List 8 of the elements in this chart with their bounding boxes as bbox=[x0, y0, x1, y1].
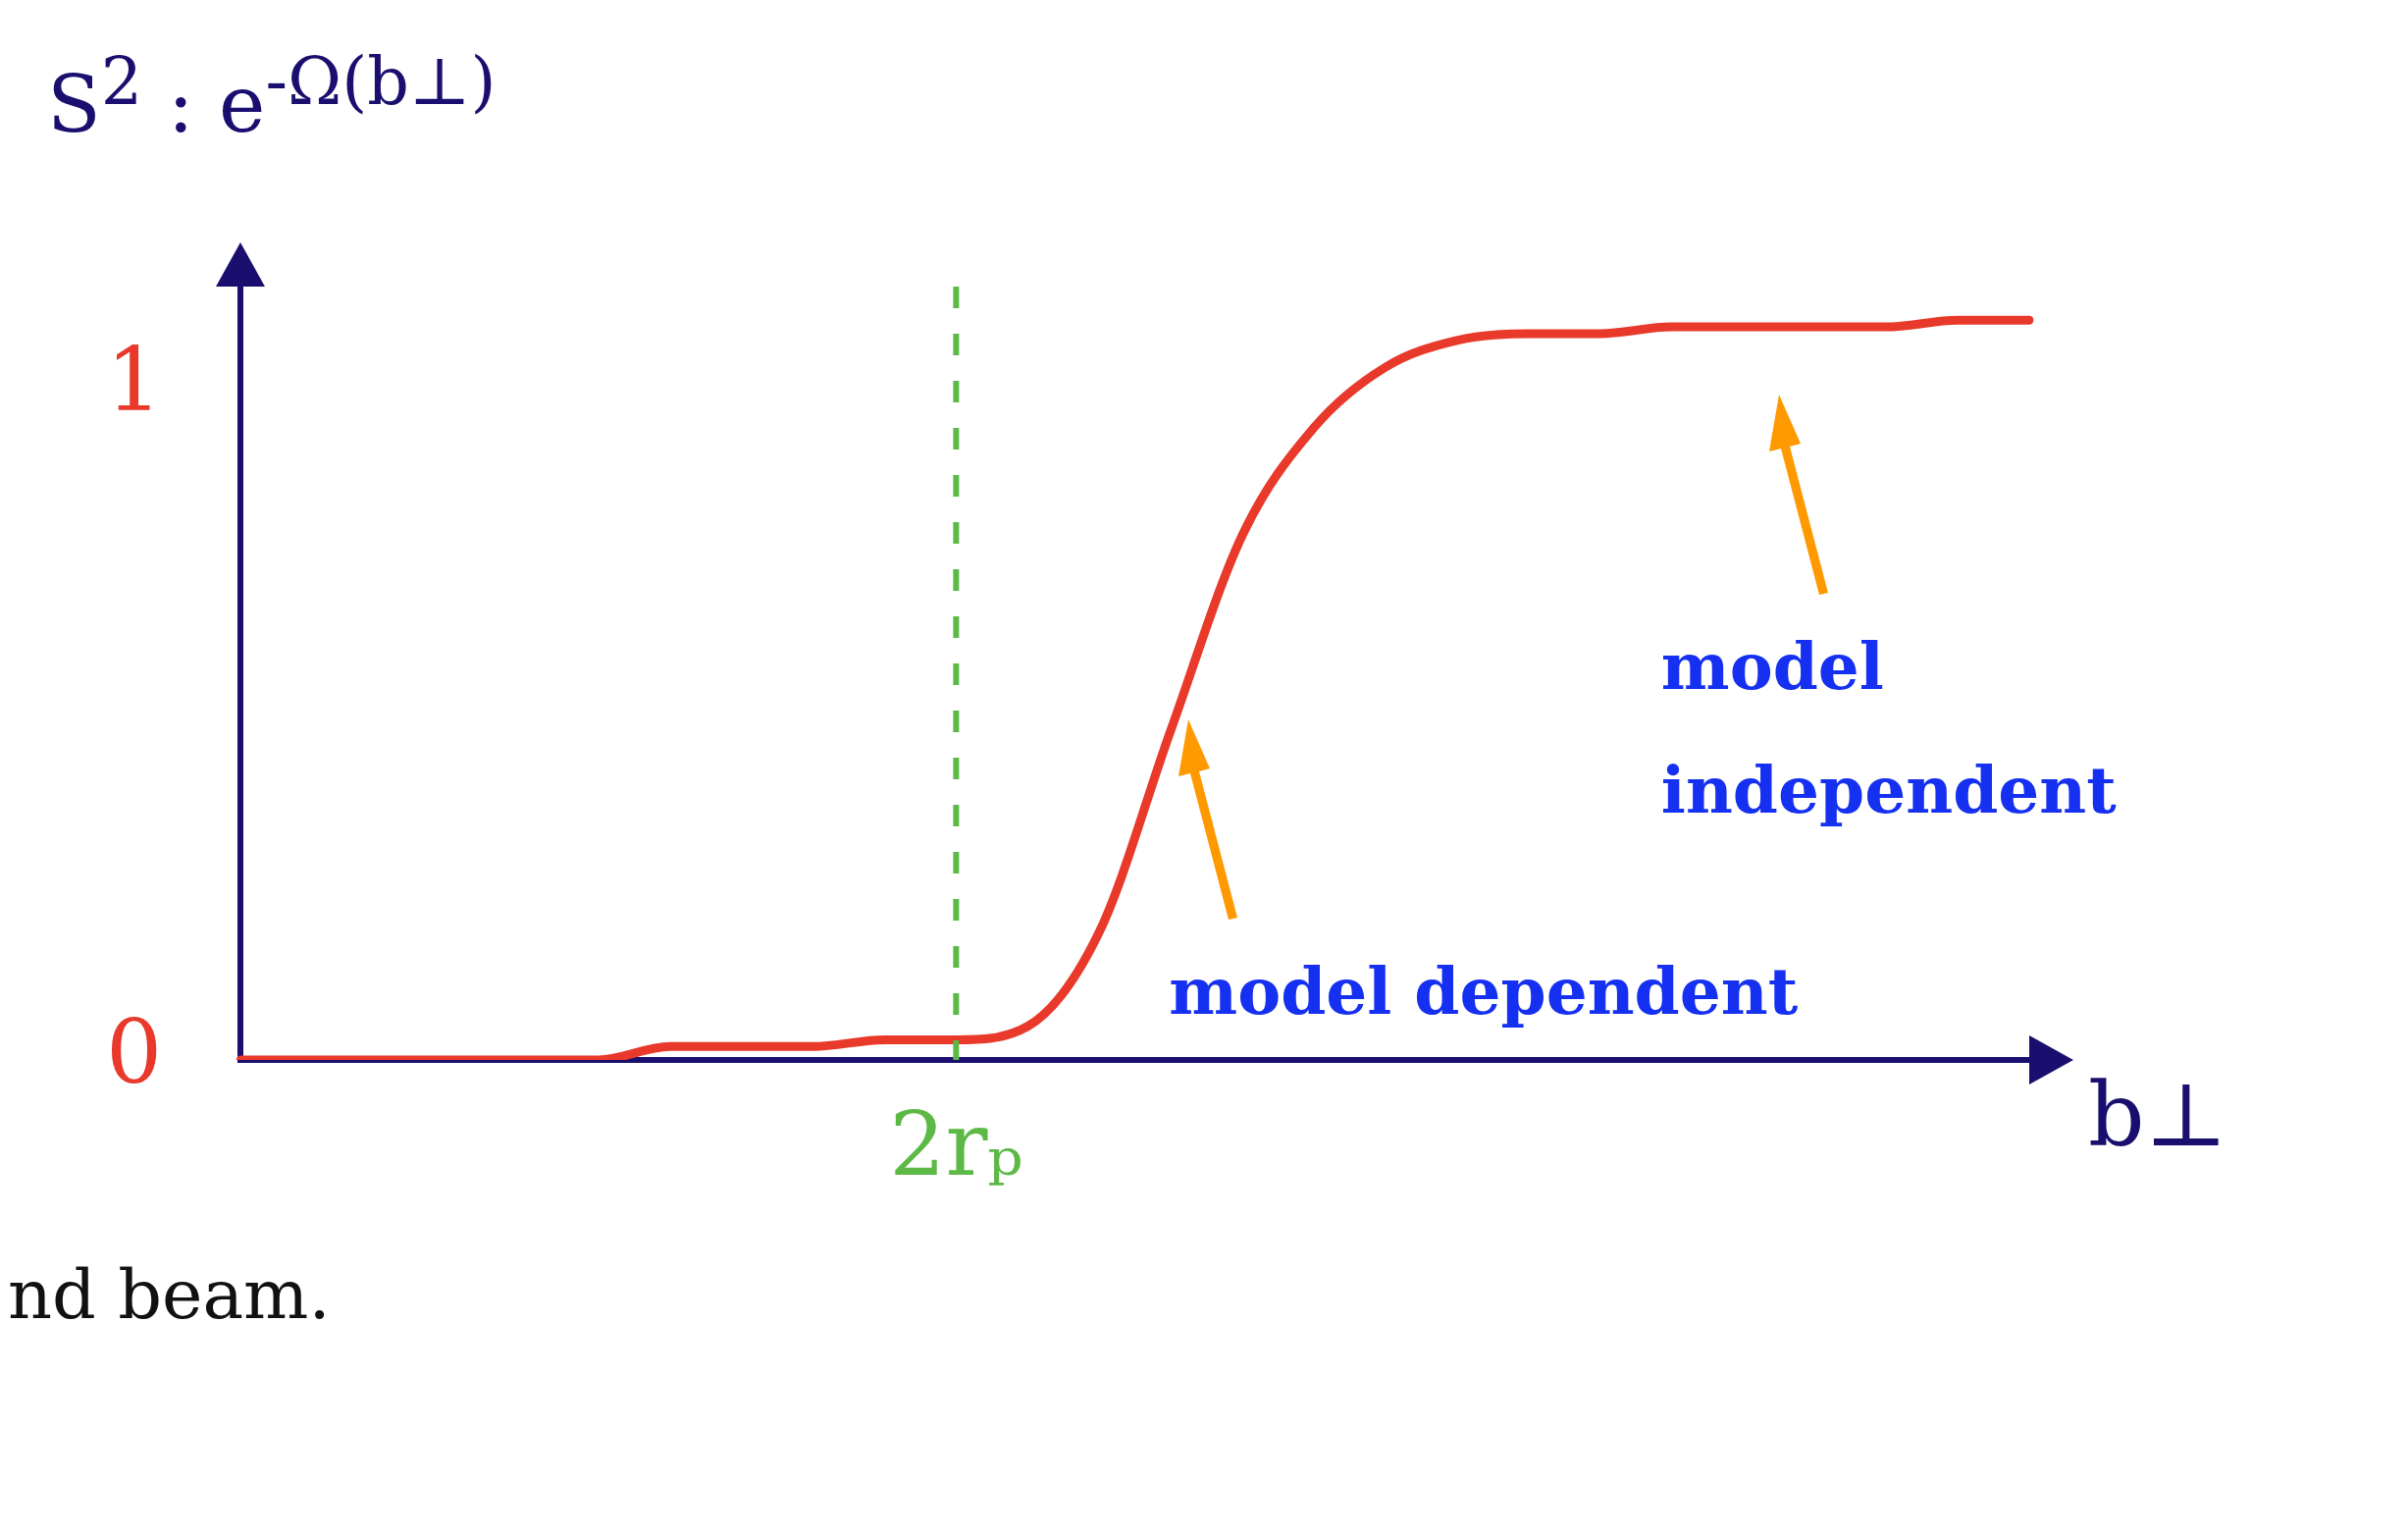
y-axis-title: S$^{2}$ : e$^{-Ω(b⊥)}$ bbox=[46, 42, 497, 152]
y-tick-label: 1 bbox=[106, 328, 163, 432]
y-tick-label: 0 bbox=[106, 1000, 163, 1104]
text: nd beam. bbox=[8, 1254, 332, 1335]
annotation: model dependent bbox=[1169, 952, 1799, 1032]
annotation: model independent bbox=[1660, 627, 2118, 830]
x-tick-label: 2rₚ bbox=[889, 1092, 1023, 1196]
x-axis-title: b⊥ bbox=[2088, 1063, 2229, 1168]
